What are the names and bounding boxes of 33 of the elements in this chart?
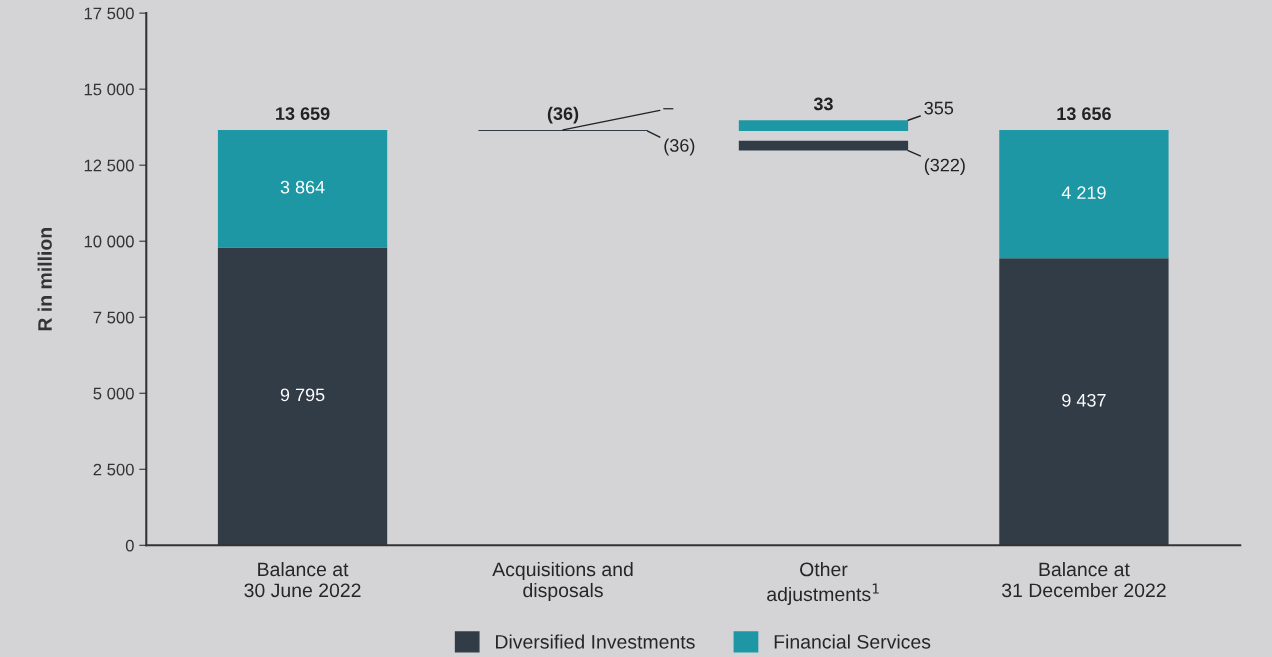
data-label: 9 437 <box>1062 393 1106 407</box>
bar <box>217 129 388 248</box>
y-tick-label: 17 500 <box>84 7 134 20</box>
x-tick-label: Other adjustments$^{1}$ <box>767 561 879 605</box>
total-label: 13 659 <box>276 107 330 121</box>
total-label: 33 <box>813 97 833 111</box>
y-tick-label: 10 000 <box>84 235 134 248</box>
bar <box>738 120 909 132</box>
bar <box>999 130 1169 259</box>
legend-label: Diversified Investments <box>496 634 695 649</box>
bar <box>738 140 909 151</box>
total-label: 13 656 <box>1057 107 1111 121</box>
data-label: (322) <box>924 158 965 175</box>
bar <box>999 258 1169 546</box>
y-tick-label: 0 <box>125 539 134 552</box>
data-label: 3 864 <box>280 180 325 194</box>
x-tick-label: Balance at 30 June 2022 <box>244 561 361 598</box>
x-tick-label: Balance at 31 December 2022 <box>1001 561 1166 598</box>
data-label: 4 219 <box>1061 186 1106 200</box>
y-tick-label: 5 000 <box>93 387 134 400</box>
x-tick-label: Acquisitions and disposals <box>492 561 633 602</box>
data-label: (36) <box>664 138 695 156</box>
y-tick-label: 15 000 <box>84 83 134 96</box>
y-tick-label: 7 500 <box>93 311 134 324</box>
annotation: – <box>663 108 674 110</box>
y-axis-title: R in million <box>37 228 52 331</box>
total-label: (36) <box>547 106 579 124</box>
bar <box>217 247 388 546</box>
data-label: 355 <box>924 101 954 115</box>
data-label: 9 795 <box>280 388 325 402</box>
y-tick-label: 12 500 <box>84 159 134 172</box>
legend-label: Financial Services <box>774 634 931 649</box>
y-tick-label: 2 500 <box>93 463 134 476</box>
